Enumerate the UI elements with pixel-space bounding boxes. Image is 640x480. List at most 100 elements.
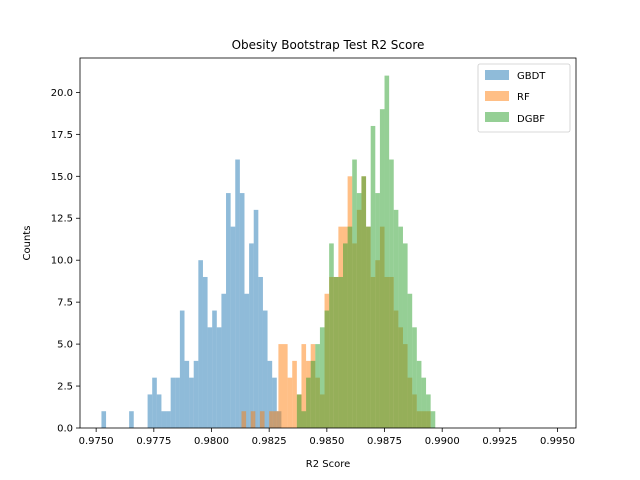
bar-gbdt-11 <box>189 377 194 428</box>
bar-gbdt-14 <box>202 276 208 428</box>
y-tick-label-4: 10.0 <box>51 256 73 267</box>
bar-dgbf-23 <box>402 243 408 428</box>
bar-gbdt-2 <box>147 394 153 428</box>
bar-rf-3 <box>269 411 274 428</box>
bar-dgbf-20 <box>389 159 394 428</box>
bar-dgbf-10 <box>343 243 348 428</box>
y-tick-label-2: 5.0 <box>57 340 73 351</box>
legend-swatch-rf <box>485 91 509 101</box>
x-tick-label-0: 0.9750 <box>79 436 114 447</box>
bar-gbdt-25 <box>253 209 259 428</box>
bar-gbdt-0 <box>101 411 107 428</box>
bar-dgbf-6 <box>324 310 330 428</box>
y-tick-label-8: 20.0 <box>51 88 73 99</box>
bar-gbdt-28 <box>267 360 273 428</box>
bar-gbdt-27 <box>262 310 268 428</box>
bar-dgbf-5 <box>319 327 325 428</box>
bar-dgbf-22 <box>398 226 403 428</box>
bar-gbdt-19 <box>226 193 231 428</box>
bar-gbdt-5 <box>161 411 167 428</box>
chart-title: Obesity Bootstrap Test R2 Score <box>232 38 425 52</box>
plot-frame <box>79 57 577 429</box>
bar-gbdt-12 <box>193 360 199 428</box>
bar-dgbf-18 <box>379 109 385 429</box>
bar-rf-2 <box>259 411 265 428</box>
bar-rf-0 <box>241 411 247 428</box>
x-tick-label-6: 0.9900 <box>425 436 460 447</box>
bar-gbdt-8 <box>175 377 180 428</box>
x-tick-label-4: 0.9850 <box>309 436 344 447</box>
bar-gbdt-24 <box>249 243 254 428</box>
bar-gbdt-1 <box>129 411 134 428</box>
bar-dgbf-2 <box>306 377 311 428</box>
bar-gbdt-6 <box>166 411 171 428</box>
bar-rf-4 <box>273 411 279 428</box>
x-tick-label-2: 0.9800 <box>194 436 229 447</box>
bar-gbdt-16 <box>212 310 217 428</box>
bar-dgbf-28 <box>426 394 431 428</box>
y-axis-ticks: 0.0 2.5 5.0 7.5 10.0 12.5 15.0 17.5 20.0 <box>51 88 80 435</box>
y-tick-label-3: 7.5 <box>57 298 73 309</box>
x-tick-label-8: 0.9950 <box>540 436 575 447</box>
bar-rf-8 <box>292 360 297 428</box>
bar-dgbf-0 <box>296 394 302 428</box>
bar-gbdt-4 <box>156 394 162 428</box>
legend-label-rf: RF <box>517 92 530 103</box>
bar-dgbf-17 <box>375 193 380 428</box>
y-tick-label-1: 2.5 <box>57 382 73 393</box>
bar-gbdt-17 <box>216 327 222 428</box>
bar-gbdt-7 <box>170 377 176 428</box>
bar-dgbf-7 <box>329 243 334 428</box>
y-tick-label-6: 15.0 <box>51 172 73 183</box>
bar-rf-5 <box>278 344 284 428</box>
bar-dgbf-11 <box>347 226 353 428</box>
bar-dgbf-15 <box>366 226 371 428</box>
bars-layer <box>101 75 436 429</box>
x-tick-label-5: 0.9875 <box>367 436 402 447</box>
legend-label-dgbf: DGBF <box>517 114 545 125</box>
bar-dgbf-8 <box>333 276 339 428</box>
bar-dgbf-13 <box>356 193 362 428</box>
bar-dgbf-16 <box>370 125 376 429</box>
bar-dgbf-3 <box>310 360 316 428</box>
y-axis-label: Counts <box>22 226 33 261</box>
bar-gbdt-22 <box>239 193 245 428</box>
bar-dgbf-4 <box>315 344 320 428</box>
bar-rf-7 <box>287 377 293 428</box>
bar-rf-6 <box>283 344 288 428</box>
x-tick-label-1: 0.9775 <box>136 436 171 447</box>
bar-gbdt-29 <box>272 377 277 428</box>
bar-gbdt-21 <box>235 159 240 428</box>
bar-gbdt-15 <box>207 327 213 428</box>
bar-gbdt-13 <box>198 260 203 428</box>
legend-label-gbdt: GBDT <box>517 71 546 82</box>
bar-dgbf-21 <box>393 209 399 428</box>
bar-gbdt-18 <box>221 293 227 428</box>
bar-gbdt-10 <box>184 360 190 428</box>
bar-dgbf-14 <box>361 176 367 428</box>
bar-dgbf-26 <box>416 360 422 428</box>
x-axis-label: R2 Score <box>306 459 351 470</box>
bar-gbdt-3 <box>152 377 157 428</box>
y-tick-label-7: 17.5 <box>51 130 73 141</box>
y-tick-label-5: 12.5 <box>51 214 73 225</box>
bar-rf-1 <box>250 411 256 428</box>
legend: GBDT RF DGBF <box>477 63 571 133</box>
bar-gbdt-9 <box>179 310 185 428</box>
legend-swatch-dgbf <box>485 112 509 122</box>
bar-gbdt-20 <box>230 226 236 428</box>
x-tick-label-3: 0.9825 <box>252 436 287 447</box>
y-tick-label-0: 0.0 <box>57 424 73 435</box>
legend-swatch-gbdt <box>485 70 509 80</box>
x-tick-label-7: 0.9925 <box>482 436 517 447</box>
x-axis-ticks: 0.9750 0.9775 0.9800 0.9825 0.9850 0.9875 0.99… <box>79 428 575 447</box>
bar-dgbf-25 <box>412 327 417 428</box>
bar-dgbf-12 <box>352 159 357 428</box>
bar-gbdt-23 <box>244 293 250 428</box>
bar-dgbf-27 <box>421 377 427 428</box>
bar-rf-10 <box>301 344 307 428</box>
bar-dgbf-24 <box>407 293 413 428</box>
bar-gbdt-26 <box>258 276 263 428</box>
bar-dgbf-29 <box>430 411 436 428</box>
